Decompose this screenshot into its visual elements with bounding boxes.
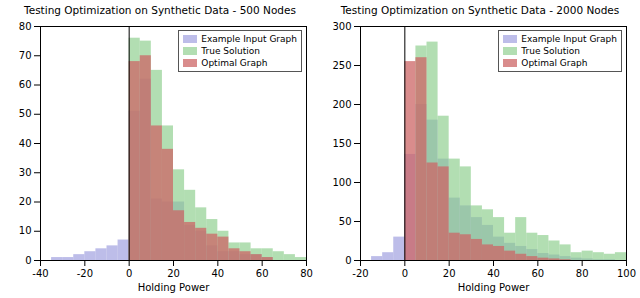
svg-text:30: 30 [19, 167, 32, 178]
html-text:True Solution: True Solution [201, 46, 260, 56]
svg-text:Holding Power: Holding Power [458, 282, 531, 293]
svg-text:20: 20 [19, 196, 32, 207]
svg-text:Holding Power: Holding Power [138, 282, 211, 293]
svg-text:40: 40 [487, 268, 500, 279]
svg-text:80: 80 [576, 268, 589, 279]
html-text:Example Input Graph: Example Input Graph [521, 34, 617, 44]
html-text:True Solution: True Solution [521, 46, 580, 56]
svg-text:80: 80 [19, 21, 32, 32]
html-text:Testing Optimization on Synthe: Testing Optimization on Synthetic Data -… [24, 4, 296, 16]
svg-text:80: 80 [300, 268, 313, 279]
svg-text:0: 0 [345, 255, 351, 266]
svg-text:200: 200 [332, 99, 351, 110]
svg-text:20: 20 [443, 268, 456, 279]
svg-text:40: 40 [211, 268, 224, 279]
svg-text:50: 50 [339, 216, 352, 227]
svg-text:-40: -40 [32, 268, 48, 279]
svg-text:300: 300 [332, 21, 351, 32]
svg-text:-20: -20 [77, 268, 93, 279]
svg-text:50: 50 [19, 108, 32, 119]
svg-text:-20: -20 [352, 268, 368, 279]
svg-text:60: 60 [531, 268, 544, 279]
svg-text:70: 70 [19, 50, 32, 61]
svg-text:60: 60 [19, 79, 32, 90]
html-text:Optimal Graph: Optimal Graph [521, 58, 588, 68]
svg-text:40: 40 [19, 138, 32, 149]
svg-text:0: 0 [25, 255, 31, 266]
svg-text:60: 60 [256, 268, 269, 279]
html-text:Optimal Graph: Optimal Graph [201, 58, 268, 68]
svg-text:250: 250 [332, 60, 351, 71]
svg-text:0: 0 [126, 268, 132, 279]
html-text:Example Input Graph: Example Input Graph [201, 34, 297, 44]
svg-text:150: 150 [332, 138, 351, 149]
svg-text:20: 20 [167, 268, 180, 279]
svg-text:100: 100 [332, 177, 351, 188]
svg-text:100: 100 [617, 268, 636, 279]
html-text:Testing Optimization on Synthe: Testing Optimization on Synthetic Data -… [340, 4, 620, 16]
svg-text:0: 0 [402, 268, 408, 279]
svg-text:10: 10 [19, 225, 32, 236]
